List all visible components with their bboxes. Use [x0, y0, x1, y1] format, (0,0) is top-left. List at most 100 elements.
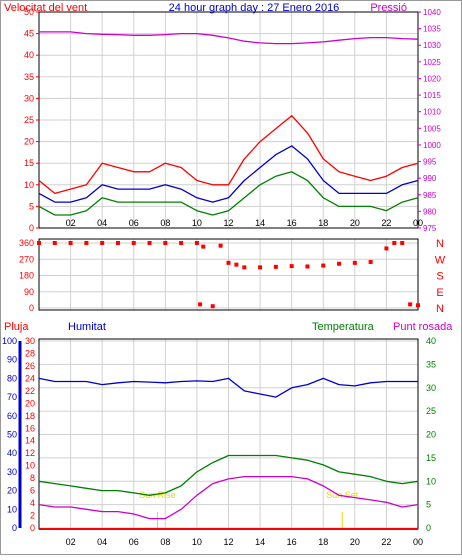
wind-speed-tick-label: 5 — [29, 201, 34, 211]
direction-tick-label: 0 — [29, 303, 34, 313]
pressure-tick-label: 980 — [423, 207, 437, 216]
climate-x-tick-label: 02 — [66, 537, 76, 547]
series-pressure-line — [39, 31, 419, 45]
wind-speed-tick-label: 30 — [24, 93, 34, 103]
pressure-tick-label: 1015 — [423, 91, 441, 100]
direction-point — [115, 241, 120, 245]
wind-speed-tick-label: 35 — [24, 72, 34, 82]
direction-point — [198, 302, 203, 307]
direction-point — [289, 264, 294, 269]
humidity-tick-label: 0 — [30, 523, 35, 533]
rain-tick-label: 60 — [7, 411, 17, 421]
rain-tick-label: 20 — [7, 486, 17, 496]
direction-point — [226, 260, 231, 265]
direction-point — [337, 261, 342, 266]
rain-tick-label: 70 — [7, 392, 17, 402]
temperature-tick-label: 35 — [426, 359, 436, 369]
wind-x-tick-label: 02 — [66, 218, 76, 228]
humidity-tick-label: 4 — [30, 498, 35, 508]
rain-tick-label: 40 — [7, 448, 17, 458]
direction-tick-label: 180 — [19, 271, 34, 281]
wind-x-tick-label: 00 — [413, 218, 423, 228]
temperature-tick-label: 25 — [426, 406, 436, 416]
climate-x-tick-label: 06 — [129, 537, 139, 547]
compass-label: E — [436, 287, 443, 299]
series-dewpoint-line — [38, 475, 419, 520]
direction-point — [201, 244, 206, 249]
pressure-tick-label: 990 — [423, 174, 437, 183]
rain-tick-label: 90 — [7, 355, 17, 365]
direction-point — [258, 265, 263, 270]
climate-x-tick-label: 20 — [350, 537, 360, 547]
compass-label: S — [436, 271, 443, 283]
rain-tick-label: 30 — [7, 467, 17, 477]
direction-point — [194, 241, 199, 245]
pressure-tick-label: 995 — [423, 158, 437, 167]
direction-point — [163, 241, 168, 245]
direction-point — [179, 241, 184, 245]
direction-point — [321, 263, 326, 268]
pressure-tick-label: 985 — [423, 191, 437, 200]
direction-point — [131, 241, 136, 245]
direction-point — [100, 241, 105, 245]
series-avg-line — [38, 145, 419, 203]
direction-point — [52, 241, 57, 245]
climate-x-axis: 02 04 06 08 10 12 14 16 18 20 22 00 — [39, 528, 423, 547]
pressure-tick-label: 1025 — [423, 58, 441, 67]
climate-x-tick-label: 22 — [381, 537, 391, 547]
series-min-line — [38, 171, 419, 216]
temperature-tick-label: 5 — [426, 500, 431, 510]
temperature-tick-label: 15 — [426, 453, 436, 463]
compass-label: N — [436, 303, 444, 315]
direction-point — [147, 241, 152, 245]
direction-point — [84, 241, 89, 245]
rain-tick-label: 10 — [7, 504, 17, 514]
direction-point — [242, 265, 247, 270]
temperature-tick-label: 0 — [426, 523, 431, 533]
wind-speed-axis: 0 5 10 15 20 25 30 35 40 45 50 — [24, 7, 39, 233]
wind-x-tick-label: 20 — [350, 218, 360, 228]
wind-speed-label: Velocitat del vent — [4, 2, 87, 14]
temperature-axis: 0 5 10 15 20 25 30 35 40 — [426, 336, 436, 533]
wind-speed-tick-label: 15 — [24, 158, 34, 168]
temperature-tick-label: 40 — [426, 336, 436, 346]
direction-point — [408, 302, 413, 307]
rain-tick-label: 100 — [2, 336, 17, 346]
humidity-tick-label: 14 — [25, 436, 35, 446]
wind-x-tick-label: 08 — [160, 218, 170, 228]
pressure-tick-label: 1000 — [423, 141, 441, 150]
wind-series — [38, 31, 419, 216]
wind-x-tick-label: 14 — [255, 218, 265, 228]
humidity-tick-label: 28 — [25, 348, 35, 358]
compass-label: N — [436, 238, 444, 250]
climate-x-tick-label: 16 — [287, 537, 297, 547]
sun-event-label: Sun Rise — [139, 490, 176, 500]
climate-x-tick-label: 14 — [255, 537, 265, 547]
wind-speed-tick-label: 10 — [24, 180, 34, 190]
rain-tick-label: 50 — [7, 430, 17, 440]
sun-events: Sun Rise Sun Set — [139, 490, 359, 528]
wind-speed-tick-label: 50 — [24, 7, 34, 17]
wind-x-tick-label: 06 — [129, 218, 139, 228]
pressure-tick-label: 1040 — [423, 8, 441, 17]
rain-tick-label: 80 — [7, 373, 17, 383]
humidity-label: Humitat — [68, 321, 106, 333]
wind-x-tick-label: 22 — [381, 218, 391, 228]
series-temperature-line — [38, 454, 419, 496]
wind-x-axis: 02 04 06 08 10 12 14 16 18 20 22 00 — [66, 218, 423, 228]
compass-label: W — [435, 254, 446, 266]
rain-axis: 0 10 20 30 40 50 60 70 80 90 100 — [2, 336, 22, 533]
direction-axis: 0 90 180 270 360 — [19, 238, 34, 313]
wind-x-tick-label: 16 — [287, 218, 297, 228]
direction-point — [368, 259, 373, 264]
direction-point — [218, 243, 223, 248]
direction-point — [392, 241, 397, 245]
wind-speed-tick-label: 0 — [29, 223, 34, 233]
climate-x-tick-label: 08 — [160, 537, 170, 547]
temperature-label: Temperatura — [312, 321, 375, 333]
humidity-tick-label: 18 — [25, 411, 35, 421]
direction-points — [37, 241, 420, 309]
pressure-tick-label: 1030 — [423, 41, 441, 50]
humidity-tick-label: 24 — [25, 373, 35, 383]
